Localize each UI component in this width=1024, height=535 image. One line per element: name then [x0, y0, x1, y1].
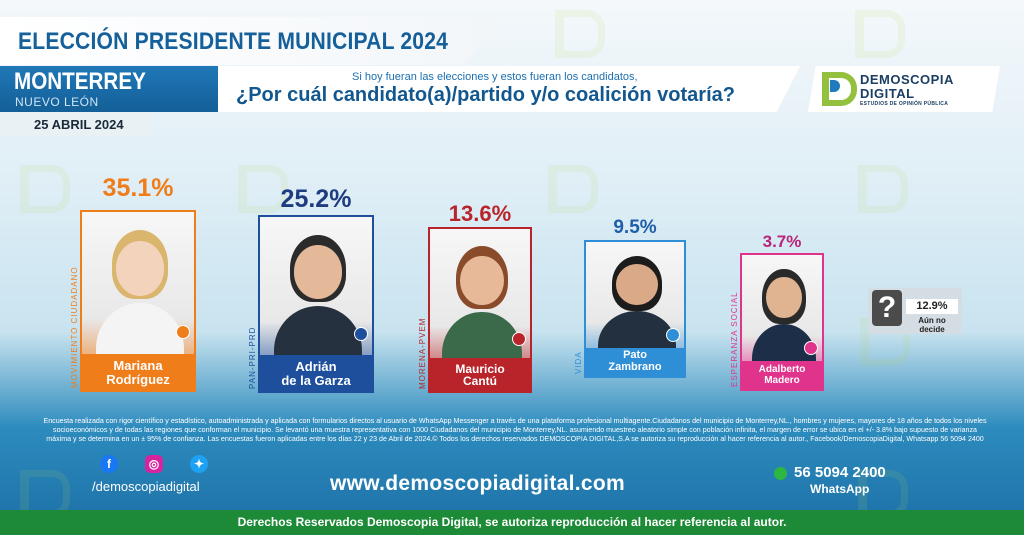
candidate-name: Adalberto Madero: [742, 365, 822, 386]
methodology-note: Encuesta realizada con rigor científico …: [43, 417, 987, 443]
question-mark-icon: ?: [872, 290, 902, 326]
survey-date: 25 ABRIL 2024: [34, 117, 124, 132]
candidate-name-plate: [586, 348, 684, 376]
candidate-percentage: 3.7%: [762, 232, 802, 251]
candidate-name-line2: de la Garza: [281, 372, 351, 388]
candidate-name: Adrián de la Garza: [260, 360, 372, 387]
question-intro: Si hoy fueran las elecciones y estos fue…: [352, 71, 638, 83]
facebook-icon[interactable]: f: [100, 455, 118, 473]
party-logo-icon: [666, 327, 680, 342]
undecided-value: 12.9%: [906, 299, 958, 314]
social-handle[interactable]: /demoscopiadigital: [92, 479, 200, 494]
candidate-percentage: 13.6%: [448, 201, 512, 226]
watermark-logo: [855, 10, 905, 58]
candidate-name-line2: Rodríguez: [106, 371, 170, 387]
candidate-name-plate: [82, 353, 194, 390]
candidate-photo-face: [115, 241, 165, 296]
candidate-name: Mariana Rodríguez: [82, 359, 194, 386]
question-banner: [218, 66, 800, 112]
footer-bar: [0, 510, 1024, 535]
candidate-percentage: 25.2%: [280, 185, 352, 213]
candidate-name-plate: [260, 355, 372, 391]
brand-name-line1: DEMOSCOPIA: [860, 72, 954, 87]
watermark-logo: [555, 10, 605, 58]
date-banner: [0, 112, 150, 136]
brand-name-line2: DIGITAL: [860, 86, 915, 101]
candidate-name-line1: Adrián: [295, 359, 337, 375]
candidate-card: Pato Zambrano: [584, 240, 686, 378]
state-name: NUEVO LEÓN: [15, 95, 99, 109]
candidate-name-line1: Pato: [623, 349, 647, 362]
party-label: ESPERANZA SOCIAL: [730, 291, 739, 387]
watermark-logo: [20, 165, 70, 213]
city-banner: [0, 66, 218, 112]
watermark-logo: [858, 165, 908, 213]
candidate-photo-face: [766, 277, 802, 319]
page-title: ELECCIÓN PRESIDENTE MUNICIPAL 2024: [18, 28, 449, 55]
party-label: MOVIMIENTO CIUDADANO: [70, 266, 79, 388]
candidate-name-plate: [742, 361, 822, 389]
undecided-caption: Aún no decide: [918, 316, 946, 334]
candidate-name-line1: Mauricio: [455, 361, 505, 376]
candidate-name-line2: Cantú: [463, 374, 497, 389]
candidate-card: Adalberto Madero: [740, 253, 824, 391]
party-label: VIDA: [574, 351, 583, 374]
party-label: PAN-PRI-PRD: [248, 326, 257, 389]
brand-logo-icon: [822, 72, 857, 106]
watermark-logo: [548, 165, 598, 213]
watermark-logo: [238, 165, 288, 213]
title-banner: [0, 17, 500, 65]
party-logo-icon: [512, 331, 526, 346]
website-link[interactable]: www.demoscopiadigital.com: [330, 472, 625, 495]
candidate-name-plate: [430, 357, 530, 391]
party-label: MORENA-PVEM: [418, 317, 427, 389]
candidate-percentage: 35.1%: [102, 174, 174, 202]
brand-tagline: ESTUDIOS DE OPINIÓN PÚBLICA: [860, 101, 949, 107]
candidate-percentage: 9.5%: [613, 217, 657, 238]
party-logo-icon: [354, 327, 368, 342]
city-name: MONTERREY: [14, 68, 146, 95]
candidate-name-line1: Mariana: [113, 358, 163, 374]
brand-logo-icon-inner: [830, 80, 840, 92]
question-text: ¿Por cuál candidato(a)/partido y/o coali…: [236, 84, 735, 106]
candidate-name: Pato Zambrano: [586, 350, 684, 373]
candidate-name-line2: Zambrano: [608, 360, 662, 373]
candidate-card: Adrián de la Garza: [258, 215, 374, 393]
party-logo-icon: [176, 324, 190, 339]
instagram-icon[interactable]: ◎: [145, 455, 163, 473]
candidate-photo-face: [460, 255, 504, 306]
candidate-name-line2: Madero: [764, 374, 800, 386]
candidate-name-line1: Adalberto: [758, 364, 806, 376]
candidate-card: Mariana Rodríguez: [80, 210, 196, 392]
rights-notice: Derechos Reservados Demoscopia Digital, …: [237, 515, 787, 529]
candidate-card: Mauricio Cantú: [428, 227, 532, 393]
whatsapp-number[interactable]: 56 5094 2400: [794, 464, 886, 481]
candidate-name: Mauricio Cantú: [430, 361, 530, 389]
candidate-photo-face: [615, 264, 659, 306]
whatsapp-icon: [774, 467, 787, 480]
candidate-photo-face: [293, 245, 343, 299]
twitter-icon[interactable]: ✦: [190, 455, 208, 473]
whatsapp-label: WhatsApp: [810, 482, 870, 496]
party-logo-icon: [804, 340, 818, 355]
